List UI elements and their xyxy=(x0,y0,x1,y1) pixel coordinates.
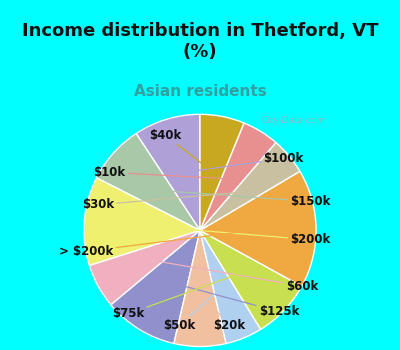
Wedge shape xyxy=(84,178,200,266)
Text: $150k: $150k xyxy=(158,190,330,208)
Wedge shape xyxy=(200,142,300,230)
Text: $200k: $200k xyxy=(142,226,330,246)
Text: > $200k: > $200k xyxy=(59,230,258,258)
Text: $50k: $50k xyxy=(163,288,221,332)
Text: $10k: $10k xyxy=(93,166,229,179)
Text: City-Data.com: City-Data.com xyxy=(262,116,326,125)
Text: $40k: $40k xyxy=(149,129,210,169)
Text: $75k: $75k xyxy=(112,273,241,321)
Wedge shape xyxy=(200,123,276,230)
Wedge shape xyxy=(200,171,316,286)
Wedge shape xyxy=(200,230,302,329)
Wedge shape xyxy=(111,230,200,344)
Wedge shape xyxy=(200,114,244,230)
Text: $100k: $100k xyxy=(185,152,304,172)
Text: $60k: $60k xyxy=(150,260,318,293)
Wedge shape xyxy=(200,230,261,344)
Text: Income distribution in Thetford, VT
(%): Income distribution in Thetford, VT (%) xyxy=(22,22,378,61)
Text: $20k: $20k xyxy=(202,293,245,332)
Text: $30k: $30k xyxy=(82,192,244,211)
Wedge shape xyxy=(174,230,226,346)
Wedge shape xyxy=(96,133,200,230)
Text: $125k: $125k xyxy=(171,282,299,318)
Wedge shape xyxy=(136,114,200,230)
Text: Asian residents: Asian residents xyxy=(134,84,266,99)
Wedge shape xyxy=(89,230,200,305)
